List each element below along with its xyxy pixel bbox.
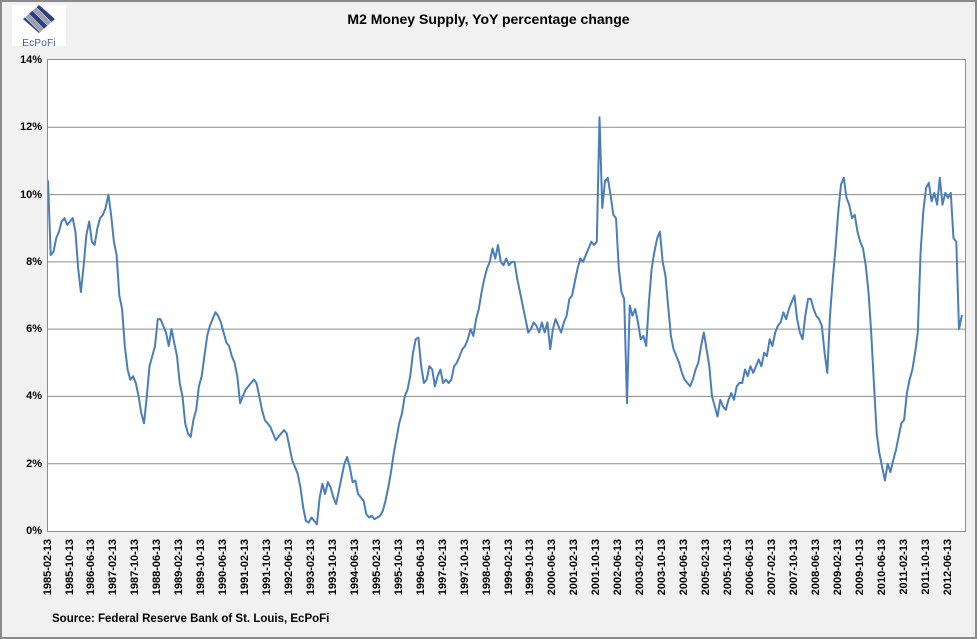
x-axis-tick-label: 1989-10-13 [195,539,208,596]
x-axis-tick-label: 1993-02-13 [304,539,317,596]
x-axis-tick-label: 2007-02-13 [765,539,778,596]
plot-area [47,59,966,532]
x-axis-tick-label: 2001-10-13 [590,539,603,596]
x-axis-tick-label: 1993-10-13 [326,539,339,596]
x-axis-tick-label: 2011-10-13 [919,539,932,595]
x-axis-tick-label: 2004-06-13 [678,539,691,596]
chart-title: M2 Money Supply, YoY percentage change [347,11,630,27]
x-axis-tick-label: 2005-02-13 [700,539,713,596]
x-axis-tick-label: 1997-02-13 [436,539,449,596]
x-axis-tick-label: 1998-06-13 [480,539,493,596]
y-axis-tick-label: 4% [26,390,42,402]
x-axis-tick-label: 1996-06-13 [414,539,427,596]
x-axis-tick-label: 1988-06-13 [151,539,164,596]
x-axis-tick-label: 2009-10-13 [853,539,866,596]
x-axis-tick-label: 1987-10-13 [129,539,142,596]
x-axis-tick-label: 2012-06-13 [941,539,954,596]
y-axis-tick-label: 10% [19,189,42,201]
ecpofi-logo-text: EcPoFi [22,38,56,49]
x-axis-tick-label: 1985-02-13 [41,539,54,596]
x-axis-tick-label: 1994-06-13 [348,539,361,596]
y-axis-tick-label: 8% [26,256,42,268]
x-axis-tick-label: 1999-02-13 [502,539,515,596]
x-axis-tick-label: 1991-10-13 [261,539,273,596]
x-axis-tick-label: 2007-10-13 [787,539,800,596]
x-axis-tick-label: 1992-06-13 [283,539,295,596]
x-axis-tick-label: 1991-02-13 [239,539,252,596]
x-axis-tick-label: 1997-10-13 [458,539,471,596]
ecpofi-logo: EcPoFi [12,5,66,49]
x-axis-tick-label: 2002-06-13 [612,539,625,596]
y-axis-tick-label: 2% [26,458,42,470]
y-axis-tick-label: 14% [19,54,42,66]
x-axis-tick-label: 2003-10-13 [656,539,669,596]
x-axis-tick-label: 1989-02-13 [173,539,186,596]
x-axis-tick-label: 2008-06-13 [809,539,822,596]
x-axis-tick-label: 2000-06-13 [546,539,559,596]
y-axis-tick-label: 12% [19,121,42,133]
y-axis-tick-label: 6% [26,323,42,335]
x-axis-tick-label: 1995-10-13 [392,539,405,596]
x-axis-tick-label: 2009-02-13 [831,539,844,596]
x-axis-tick-label: 2006-06-13 [744,539,756,596]
x-axis-tick-label: 2011-02-13 [897,539,910,595]
x-axis-tick-label: 1990-06-13 [217,539,230,596]
x-axis-tick-label: 1995-02-13 [370,539,383,596]
source-note: Source: Federal Reserve Bank of St. Loui… [52,613,330,625]
y-axis-tick-label: 0% [26,525,42,537]
x-axis-tick-label: 2005-10-13 [722,539,734,596]
x-axis-tick-label: 1999-10-13 [524,539,537,596]
x-axis-tick-label: 1985-10-13 [63,539,76,596]
ecpofi-logo-icon [23,5,55,33]
x-axis-tick-label: 2010-06-13 [875,539,888,596]
x-axis-tick-label: 1987-02-13 [107,539,120,596]
m2-yoy-line-chart [48,116,965,526]
x-axis-tick-label: 1986-06-13 [85,539,98,596]
x-axis-tick-label: 2003-02-13 [634,539,647,596]
x-axis-tick-label: 2001-02-13 [568,539,581,596]
